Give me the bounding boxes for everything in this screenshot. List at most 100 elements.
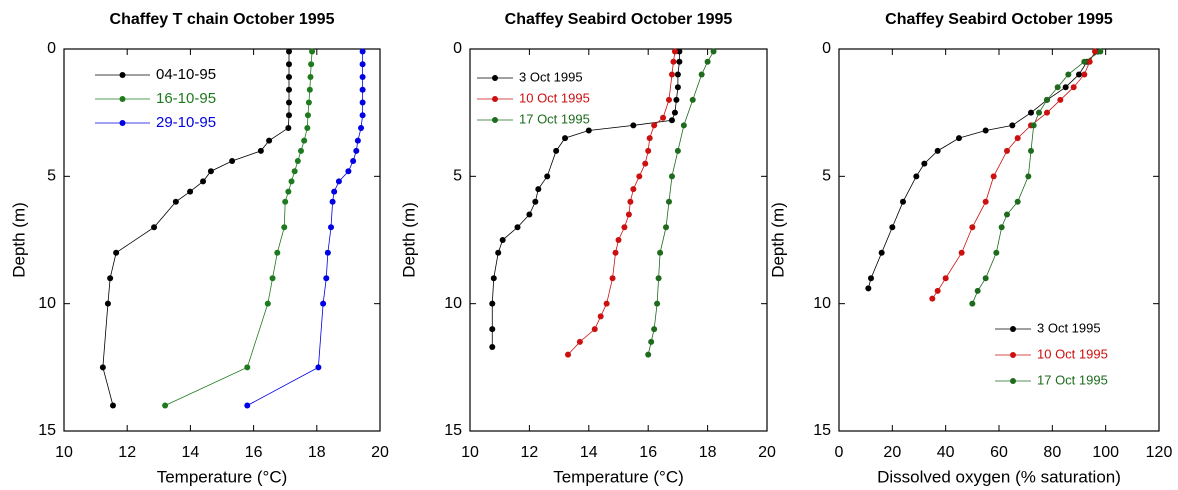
data-point <box>354 137 361 144</box>
x-axis-label: Dissolved oxygen (% saturation) <box>877 467 1121 486</box>
y-tick-label: 5 <box>822 168 831 185</box>
legend-label: 17 Oct 1995 <box>519 111 590 126</box>
data-point <box>1030 122 1037 129</box>
data-point <box>648 338 655 345</box>
data-point <box>329 198 336 205</box>
x-tick-label: 40 <box>937 444 955 461</box>
data-point <box>645 351 652 358</box>
plot-frame <box>469 48 768 432</box>
data-point <box>1014 198 1021 205</box>
y-tick-label: 0 <box>47 40 56 57</box>
chart-panel: Chaffey T chain October 1995 10 12 14 16 18 20… <box>9 11 389 486</box>
data-point <box>113 249 120 256</box>
data-point <box>1076 71 1082 78</box>
data-point <box>974 287 981 294</box>
data-point <box>109 402 116 409</box>
legend-marker <box>119 72 126 78</box>
data-point <box>651 326 658 333</box>
data-point <box>676 58 683 65</box>
data-point <box>285 99 292 106</box>
data-point <box>264 300 271 307</box>
legend-marker <box>492 75 498 81</box>
data-point <box>969 300 976 307</box>
data-point <box>305 99 312 106</box>
data-point <box>489 343 496 350</box>
y-tick-label: 0 <box>453 40 462 57</box>
data-point <box>646 135 653 142</box>
data-point <box>674 147 681 154</box>
x-tick-label: 10 <box>461 444 479 461</box>
data-point <box>294 158 301 165</box>
data-point <box>151 224 158 231</box>
x-tick-label: 80 <box>1043 444 1061 461</box>
data-point <box>665 96 672 103</box>
legend-marker <box>1010 352 1016 358</box>
data-point <box>982 198 989 205</box>
data-point <box>1092 48 1098 55</box>
data-point <box>285 74 292 81</box>
data-point <box>934 147 941 154</box>
data-point <box>335 178 342 185</box>
data-point <box>304 124 311 131</box>
y-axis-label: Depth (m) <box>9 202 28 278</box>
legend-label: 10 Oct 1995 <box>1037 346 1108 361</box>
y-tick-label: 5 <box>453 168 462 185</box>
legend-marker <box>492 96 498 102</box>
y-axis-label: Depth (m) <box>399 202 418 278</box>
legend-label: 04-10-95 <box>156 66 216 83</box>
data-point <box>645 147 652 154</box>
data-point <box>591 326 598 333</box>
data-point <box>671 48 678 55</box>
x-tick-label: 120 <box>1146 444 1173 461</box>
data-point <box>495 249 502 256</box>
data-point <box>244 364 251 371</box>
data-point <box>257 147 264 154</box>
x-tick-label: 14 <box>580 444 598 461</box>
data-point <box>1081 71 1088 78</box>
data-point <box>285 48 292 55</box>
y-tick-label: 0 <box>822 40 831 57</box>
data-point <box>107 275 114 282</box>
data-point <box>207 168 214 175</box>
data-point <box>990 173 997 180</box>
data-point <box>942 275 949 282</box>
data-point <box>630 122 637 129</box>
data-point <box>689 96 696 103</box>
data-point <box>285 188 292 195</box>
data-point <box>1065 71 1072 78</box>
data-point <box>674 84 681 91</box>
data-point <box>1044 109 1050 116</box>
data-point <box>320 300 327 307</box>
data-point <box>660 114 667 121</box>
data-point <box>642 160 649 167</box>
data-point <box>1009 122 1016 129</box>
data-point <box>663 224 670 231</box>
plot-frame <box>63 48 381 432</box>
data-point <box>200 178 207 185</box>
data-point <box>674 71 681 78</box>
data-point <box>676 48 683 55</box>
data-point <box>359 48 366 55</box>
data-point <box>609 275 616 282</box>
data-point <box>345 168 352 175</box>
x-tick-label: 20 <box>371 444 389 461</box>
data-point <box>1057 96 1064 103</box>
data-point <box>868 275 874 282</box>
data-point <box>1070 84 1077 91</box>
data-point <box>162 402 169 409</box>
data-point <box>621 224 628 231</box>
data-point <box>309 48 316 55</box>
series-line <box>932 51 1096 299</box>
data-point <box>1028 109 1034 116</box>
data-point <box>710 48 717 55</box>
data-point <box>324 249 331 256</box>
data-point <box>282 198 289 205</box>
chart-panel: Chaffey Seabird October 1995 10 12 14 16 18 20… <box>399 11 776 486</box>
data-point <box>1097 48 1104 55</box>
data-point <box>668 173 675 180</box>
x-tick-label: 10 <box>55 444 73 461</box>
y-tick-label: 15 <box>38 422 56 439</box>
data-point <box>698 71 705 78</box>
data-point <box>544 173 551 180</box>
data-point <box>1014 135 1021 142</box>
